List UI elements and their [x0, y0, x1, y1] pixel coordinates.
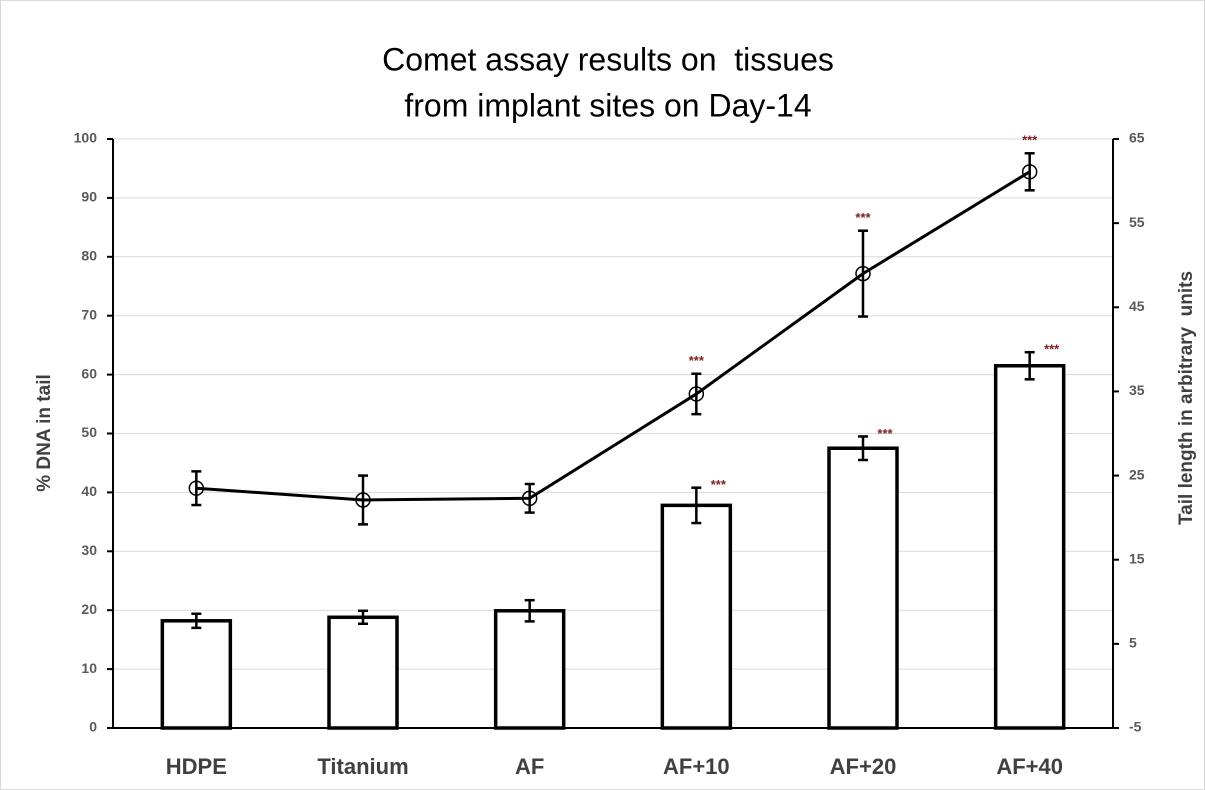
marker — [855, 265, 871, 282]
annotation: *** — [1022, 133, 1038, 148]
y-tick-label: 40 — [81, 483, 97, 499]
bar — [493, 609, 566, 730]
marker — [521, 490, 538, 507]
y2-tick-label: 55 — [1129, 214, 1145, 230]
marker — [1021, 164, 1038, 180]
x-tick-label: AF+40 — [996, 754, 1063, 779]
y2-axis-label: Tail length in arbitrary units — [1176, 271, 1197, 525]
bar — [327, 615, 399, 730]
y-tick-label: 0 — [89, 719, 97, 735]
chart-title: Comet assay results on tissues — [382, 41, 834, 77]
y-tick-label: 60 — [81, 365, 97, 381]
y2-tick-label: 45 — [1129, 298, 1145, 314]
y-tick-label: 30 — [81, 542, 97, 558]
bar — [160, 619, 233, 730]
x-tick-label: AF+20 — [830, 754, 897, 779]
bar — [827, 446, 899, 730]
annotation: *** — [711, 477, 727, 492]
annotation: *** — [877, 426, 893, 441]
x-tick-label: AF — [515, 754, 544, 779]
marker — [188, 480, 205, 496]
y2-tick-label: 25 — [1129, 466, 1145, 482]
y-tick-label: 20 — [81, 601, 97, 617]
x-tick-label: HDPE — [166, 754, 227, 779]
annotation: *** — [855, 210, 871, 225]
marker — [688, 386, 705, 402]
y2-tick-label: 65 — [1129, 130, 1145, 146]
y2-tick-label: 35 — [1129, 382, 1145, 398]
y-tick-label: 100 — [74, 130, 98, 146]
y-tick-label: 70 — [81, 306, 97, 322]
y-tick-label: 50 — [81, 424, 97, 440]
line — [196, 170, 1031, 502]
bar — [993, 364, 1066, 730]
y2-tick-label: 15 — [1129, 550, 1145, 566]
x-tick-label: Titanium — [317, 754, 408, 779]
chart-title: from implant sites on Day-14 — [404, 87, 811, 123]
y-axis-label: % DNA in tail — [34, 374, 55, 492]
annotation: *** — [1044, 342, 1060, 357]
y-tick-label: 80 — [81, 248, 97, 264]
annotation: *** — [689, 353, 705, 368]
y-tick-label: 90 — [81, 189, 97, 205]
y2-tick-label: -5 — [1129, 719, 1142, 735]
y2-tick-label: 5 — [1129, 635, 1137, 651]
bar — [660, 503, 733, 730]
y-tick-label: 10 — [81, 660, 97, 676]
marker — [355, 492, 371, 508]
x-tick-label: AF+10 — [663, 754, 730, 779]
